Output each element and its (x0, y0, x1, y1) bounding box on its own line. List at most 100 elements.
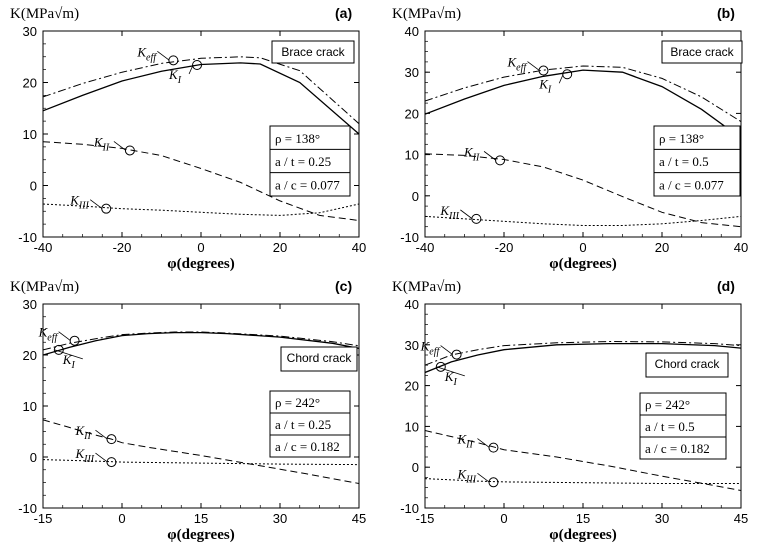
data-marker (435, 361, 446, 372)
data-marker (69, 335, 80, 346)
y-tick-label: 20 (405, 106, 419, 121)
series-line-k-iii (425, 215, 741, 226)
y-tick-label: 0 (30, 450, 37, 465)
data-marker (488, 477, 499, 488)
x-axis-label: φ(degrees) (167, 256, 234, 272)
marker-leader (527, 61, 540, 71)
crack-label-box (271, 40, 355, 64)
panel-d: -15 0 15 30 45 -10 0 10 20 30 40 K(MPa√m) (d) φ(degre… (392, 278, 748, 543)
marker-leader (188, 64, 194, 75)
crack-label: Chord crack (655, 357, 721, 371)
series-line-k-eff (43, 56, 359, 125)
params-box (269, 390, 351, 458)
y-tick-label: 10 (405, 419, 419, 434)
marker-leader (477, 472, 490, 483)
x-tick-label: -15 (34, 511, 53, 526)
y-tick-label: -10 (18, 501, 37, 516)
marker-leader (460, 209, 473, 220)
x-tick-label: 40 (352, 240, 366, 255)
param-text: a / t = 0.5 (645, 419, 695, 434)
y-axis-label: K(MPa√m) (392, 6, 461, 22)
crack-label: Brace crack (281, 45, 345, 59)
marker-leader (558, 74, 564, 84)
marker-leader (89, 199, 103, 209)
panel-a: -40 -20 0 20 40 -10 0 10 20 30 K(MPa√m) (a) φ(degree… (10, 5, 366, 272)
marker-leader (113, 141, 127, 151)
data-marker (168, 55, 179, 66)
param-text: ρ = 242° (645, 397, 690, 412)
y-tick-label: -10 (400, 230, 419, 245)
x-tick-label: 45 (734, 511, 748, 526)
x-tick-label: -20 (495, 240, 514, 255)
series-group (43, 331, 359, 484)
x-tick-label: -40 (34, 240, 53, 255)
y-tick-label: -10 (400, 501, 419, 516)
x-axis-label: φ(degrees) (167, 527, 234, 543)
marker-leader (436, 366, 465, 377)
series-label: KI (168, 67, 182, 86)
param-text: a / c = 0.182 (275, 439, 340, 454)
series-label: Keff (38, 325, 59, 344)
series-line-k-iii (43, 203, 359, 216)
y-tick-label: 40 (405, 297, 419, 312)
series-label: KI (62, 352, 76, 371)
panel-c: -15 0 15 30 45 -10 0 10 20 30 K(MPa√m) (c) φ(degrees… (10, 278, 366, 543)
panel-b: -40 -20 0 20 40 -10 0 10 20 30 40 K(MPa√m) (b) φ(degr… (392, 5, 748, 272)
params-box (269, 125, 351, 197)
series-label: KI (538, 76, 552, 95)
series-label: KII (463, 144, 480, 163)
series-label: Keff (507, 55, 528, 74)
param-text: a / t = 0.25 (275, 154, 331, 169)
panel-label: (b) (717, 5, 735, 21)
series-label: Keff (420, 339, 441, 358)
series-line-k-i (425, 69, 741, 139)
x-tick-label: 45 (352, 511, 366, 526)
series-label: KI (444, 369, 458, 388)
param-text: ρ = 242° (275, 395, 320, 410)
marker-leader (54, 349, 83, 360)
data-marker (562, 69, 573, 80)
y-tick-label: 0 (30, 179, 37, 194)
x-axis-label: φ(degrees) (549, 256, 616, 272)
y-tick-label: 10 (23, 127, 37, 142)
x-tick-label: 15 (194, 511, 208, 526)
series-label: KII (74, 423, 91, 442)
series-line-k-eff (425, 65, 741, 123)
series-label: KII (456, 432, 473, 451)
series-label: KIII (69, 193, 89, 212)
x-tick-label: 30 (273, 511, 287, 526)
x-tick-label: 40 (734, 240, 748, 255)
x-tick-label: 0 (500, 511, 507, 526)
data-marker (471, 213, 482, 224)
x-tick-label: 0 (197, 240, 204, 255)
data-marker (101, 203, 112, 214)
y-tick-label: 30 (405, 65, 419, 80)
marker-leader (157, 51, 170, 61)
data-marker (192, 59, 203, 70)
panel-label: (c) (335, 278, 352, 294)
y-tick-label: 20 (23, 76, 37, 91)
series-label: KIII (74, 446, 94, 465)
marker-leader (95, 429, 108, 440)
series-label: KIII (456, 466, 476, 485)
series-group (43, 56, 359, 221)
marker-leader (440, 345, 453, 355)
param-text: ρ = 138° (275, 131, 320, 146)
crack-label-box (661, 40, 743, 64)
param-text: ρ = 138° (659, 131, 704, 146)
param-text: a / c = 0.077 (659, 177, 724, 192)
series-line-k-eff (43, 331, 359, 351)
marker-leader (483, 151, 497, 161)
param-text: a / t = 0.5 (659, 154, 709, 169)
param-text: a / c = 0.182 (645, 441, 710, 456)
x-tick-label: -20 (113, 240, 132, 255)
x-tick-label: 20 (273, 240, 287, 255)
param-text: a / c = 0.077 (275, 177, 340, 192)
panel-label: (a) (335, 5, 352, 21)
x-tick-label: 15 (576, 511, 590, 526)
series-label: Keff (136, 44, 157, 63)
series-line-k-i (425, 342, 741, 374)
x-tick-label: -15 (416, 511, 435, 526)
series-line-k-i (43, 62, 359, 135)
